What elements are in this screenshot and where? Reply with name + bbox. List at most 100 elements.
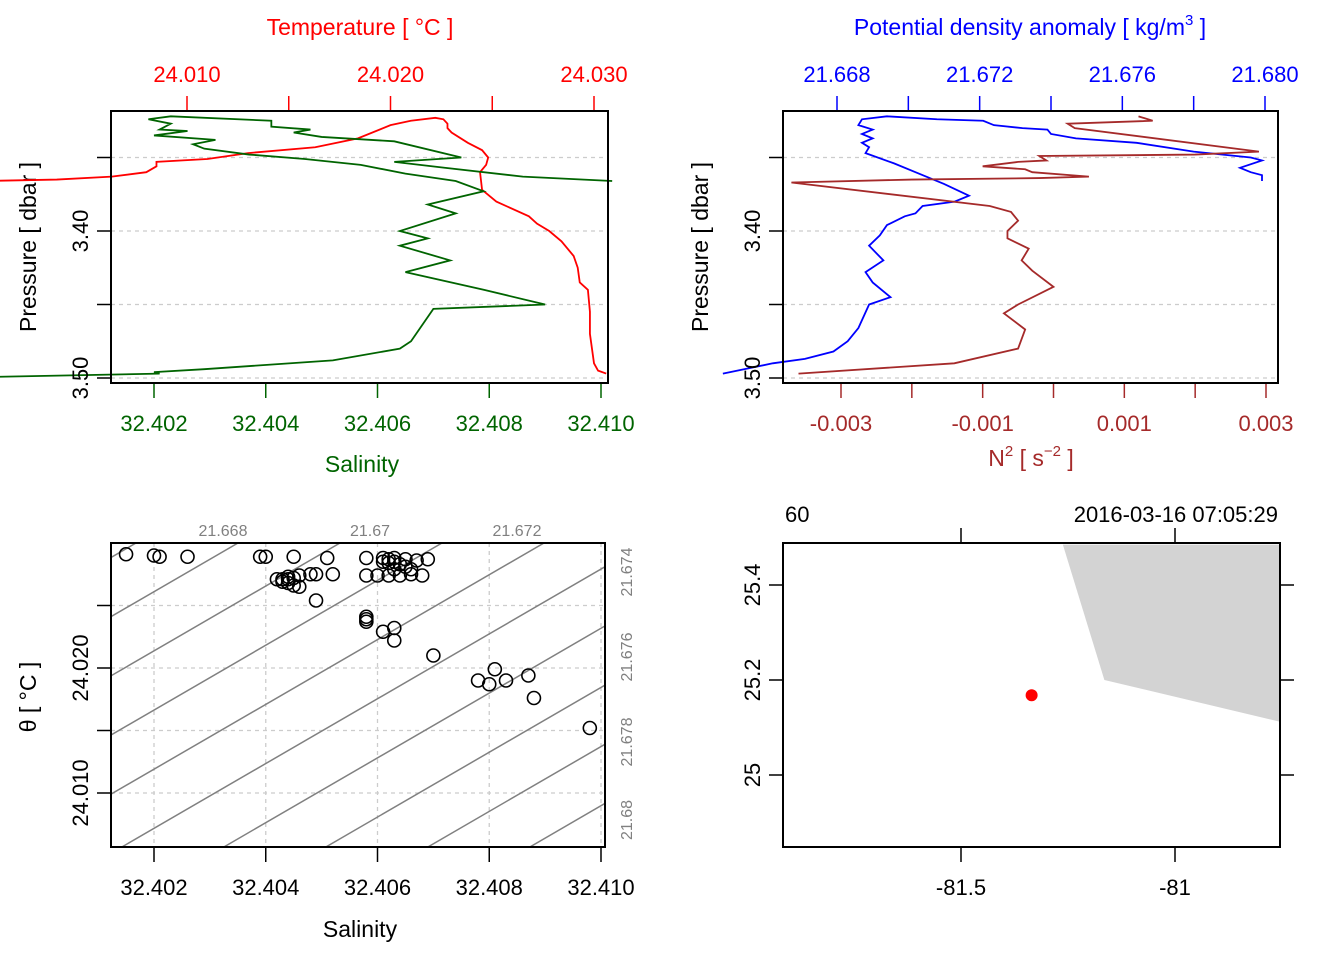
ts-point xyxy=(286,549,301,565)
x-tick-label: 32.406 xyxy=(344,875,411,900)
temperature-tick-label: 24.010 xyxy=(153,62,220,87)
axes: 32.402 32.404 32.406 32.408 32.410 24.010 24.0… xyxy=(68,604,635,900)
n2-line xyxy=(791,115,1260,375)
contour-label-top: 21.672 xyxy=(493,523,542,540)
ts-point xyxy=(308,566,324,582)
lon-tick-label: -81 xyxy=(1159,875,1191,900)
ts-point xyxy=(403,561,419,577)
density-contour xyxy=(529,802,605,847)
density-contour-labels: 21.668 21.67 21.672 21.674 21.676 21.678 21.68 xyxy=(199,523,636,840)
density-contour xyxy=(111,543,239,618)
grid-lines xyxy=(111,156,608,379)
lat-tick-label: 25.2 xyxy=(740,659,765,702)
temperature-tick-label: 24.020 xyxy=(357,62,424,87)
station-marker xyxy=(1025,689,1038,702)
n2-tick-label: -0.003 xyxy=(810,411,872,436)
plot-frame xyxy=(110,542,606,848)
y-tick-label: 24.010 xyxy=(68,759,93,826)
density-tick-label: 21.676 xyxy=(1089,62,1156,87)
ts-point xyxy=(403,566,419,582)
land-polygon xyxy=(1062,544,1280,722)
ts-point xyxy=(291,579,307,595)
temperature-axis-title: Temperature [ °C ] xyxy=(267,14,454,40)
ts-points xyxy=(118,546,598,736)
panel-station-map: 60 2016-03-16 07:05:29 -81.5 -81 25 25.2 25.… xyxy=(740,502,1294,900)
salinity-line xyxy=(0,115,613,378)
plot-frame xyxy=(782,542,1281,848)
ts-point xyxy=(498,673,514,688)
ts-point xyxy=(392,568,408,583)
plot-frame xyxy=(782,110,1279,384)
density-contour xyxy=(121,565,605,847)
ts-point xyxy=(359,550,374,566)
series-lines xyxy=(722,115,1266,375)
density-contour xyxy=(223,625,605,847)
contour-label-right: 21.68 xyxy=(619,800,636,840)
ts-point xyxy=(303,566,318,582)
ts-point xyxy=(414,568,430,583)
n2-tick-label: 0.001 xyxy=(1097,411,1152,436)
temperature-tick-label: 24.030 xyxy=(560,62,627,87)
x-tick-label: 32.404 xyxy=(232,875,299,900)
density-contour xyxy=(111,543,545,796)
plot-frame xyxy=(110,110,609,384)
ts-point xyxy=(252,549,268,565)
ts-point xyxy=(286,578,301,593)
axes: 3.40 3.50 21.668 21.672 21.676 21.680 -0.003 -0… xyxy=(740,62,1299,436)
ts-point xyxy=(420,551,436,567)
ts-point xyxy=(359,614,374,630)
lat-tick-label: 25 xyxy=(740,763,765,787)
salinity-tick-label: 32.404 xyxy=(232,411,299,436)
contour-label-top: 21.67 xyxy=(350,523,390,540)
x-tick-label: 32.408 xyxy=(456,875,523,900)
ts-point xyxy=(386,633,402,648)
salinity-tick-label: 32.402 xyxy=(120,411,187,436)
salinity-axis-title: Salinity xyxy=(325,451,400,477)
station-marker-group xyxy=(1025,689,1038,702)
panel-temperature-salinity-profile: Temperature [ °C ] Salinity Pressure [ d… xyxy=(0,14,635,477)
axes: 3.40 3.50 24.010 24.020 24.030 32.402 32.404 32… xyxy=(68,62,635,436)
ts-point xyxy=(370,568,385,583)
x-tick-label: 32.402 xyxy=(120,875,187,900)
y-tick-label: 3.40 xyxy=(740,210,765,253)
n2-tick-label: -0.001 xyxy=(951,411,1013,436)
n2-axis-title: N2 [ s−2 ] xyxy=(988,443,1074,471)
grid-lines xyxy=(783,156,1278,379)
ts-point xyxy=(118,546,134,562)
series-lines xyxy=(0,115,613,378)
density-contour xyxy=(111,543,341,677)
x-tick-label: 32.410 xyxy=(567,875,634,900)
station-time-label: 2016-03-16 07:05:29 xyxy=(1074,502,1278,527)
axes: -81.5 -81 25 25.2 25.4 xyxy=(740,528,1294,900)
y-tick-label: 24.020 xyxy=(68,634,93,701)
ts-point xyxy=(582,720,598,736)
coastline-land xyxy=(1062,544,1280,722)
salinity-tick-label: 32.408 xyxy=(456,411,523,436)
station-index-label: 60 xyxy=(785,502,809,527)
ts-point xyxy=(146,548,162,563)
salinity-tick-label: 32.410 xyxy=(567,411,634,436)
ts-point xyxy=(526,690,542,706)
ts-point xyxy=(426,648,441,663)
contour-label-right: 21.674 xyxy=(619,547,636,596)
contour-label-right: 21.678 xyxy=(619,717,636,766)
panel-ts-diagram: Salinity θ [ °C ] 21.668 21.67 21.672 21.67… xyxy=(15,523,636,942)
grid-lines xyxy=(111,543,605,847)
density-contour xyxy=(427,743,605,847)
y-tick-label: 3.50 xyxy=(740,357,765,400)
ts-point xyxy=(258,549,274,565)
ts-point xyxy=(325,566,341,582)
lat-tick-label: 25.4 xyxy=(740,564,765,607)
n2-tick-label: 0.003 xyxy=(1238,411,1293,436)
density-line xyxy=(722,115,1266,375)
density-tick-label: 21.680 xyxy=(1231,62,1298,87)
density-contour xyxy=(325,684,605,847)
ts-point xyxy=(319,550,335,566)
ts-point xyxy=(375,554,391,570)
density-contour xyxy=(111,543,443,736)
ts-point xyxy=(359,568,374,583)
ts-point xyxy=(308,593,324,608)
y-tick-label: 3.40 xyxy=(68,210,93,253)
pressure-axis-title: Pressure [ dbar ] xyxy=(15,162,41,332)
